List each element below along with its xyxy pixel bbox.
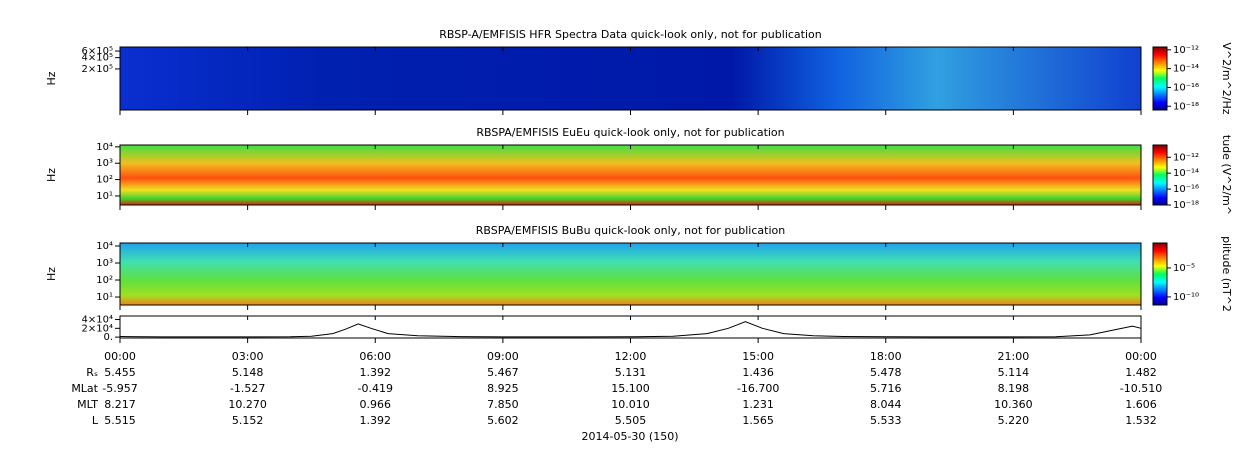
panel-title: RBSPA/EMFISIS BuBu quick-look only, not … (476, 224, 786, 237)
ephemeris-value: 5.152 (232, 414, 264, 427)
ephemeris-value: 1.565 (742, 414, 774, 427)
colorbar (1152, 242, 1168, 306)
plot-frame (119, 242, 1142, 306)
spectrogram-image (120, 145, 1141, 205)
ephemeris-value: 5.467 (487, 366, 519, 379)
time-label: 03:00 (232, 350, 264, 363)
ephemeris-value: 1.436 (742, 366, 774, 379)
line-series (119, 321, 1142, 338)
plot-frame (119, 315, 1142, 339)
ephemeris-value: -1.527 (230, 382, 265, 395)
ephemeris-value: 10.360 (994, 398, 1033, 411)
time-label: 15:00 (742, 350, 774, 363)
colorbar-label: plitude (nT^2 (1220, 236, 1233, 312)
ephemeris-value: 5.478 (870, 366, 902, 379)
colorbar-tick-label: 10⁻¹² (1173, 152, 1199, 163)
ephemeris-value: -16.700 (737, 382, 779, 395)
ephemeris-value: 5.455 (104, 366, 136, 379)
y-tick-label: 2×10⁴ (82, 323, 113, 334)
colorbar-tick-label: 10⁻⁵ (1173, 263, 1195, 274)
time-label: 00:00 (104, 350, 136, 363)
ephemeris-value: 0.966 (360, 398, 392, 411)
colorbar-label: V^2/m^2/Hz (1220, 42, 1233, 114)
ephemeris-value: 5.515 (104, 414, 136, 427)
y-axis-label: Hz (45, 71, 58, 85)
colorbar-tick-label: 10⁻¹⁸ (1173, 101, 1199, 112)
ephemeris-value: -5.957 (102, 382, 137, 395)
ephemeris-value: 10.270 (228, 398, 267, 411)
ephemeris-label: L (92, 414, 99, 427)
y-tick-label: 10⁴ (96, 142, 113, 153)
time-label: 06:00 (359, 350, 391, 363)
colorbar-label: tude (V^2/m^ (1220, 135, 1233, 215)
plot-frame (119, 46, 1142, 111)
y-tick-label: 4×10⁵ (82, 53, 113, 64)
plot-frame (119, 144, 1142, 206)
ephemeris-value: 5.602 (487, 414, 519, 427)
y-tick-label: 10¹ (96, 191, 113, 202)
ephemeris-value: 1.606 (1125, 398, 1157, 411)
date-label: 2014-05-30 (150) (581, 430, 678, 443)
ephemeris-label: MLT (77, 398, 98, 411)
y-axis-label: Hz (45, 168, 58, 182)
y-axis-label: Hz (45, 267, 58, 281)
colorbar-tick-label: 10⁻¹⁴ (1173, 64, 1199, 75)
colorbar (1152, 144, 1168, 206)
ephemeris-value: 8.044 (870, 398, 902, 411)
ephemeris-value: 1.532 (1125, 414, 1157, 427)
y-tick-label: 10⁴ (96, 241, 113, 252)
time-label: 00:00 (1125, 350, 1157, 363)
y-tick-label: 10³ (96, 158, 113, 169)
y-tick-label: 4×10⁴ (82, 315, 113, 326)
y-tick-label: 6×10⁵ (82, 46, 113, 57)
colorbar-tick-label: 10⁻¹⁰ (1173, 292, 1199, 303)
ephemeris-value: 1.392 (360, 414, 392, 427)
ephemeris-value: 1.482 (1125, 366, 1157, 379)
ephemeris-value: 5.148 (232, 366, 264, 379)
spectrogram-image (120, 243, 1141, 305)
ephemeris-value: 5.505 (615, 414, 647, 427)
colorbar-tick-label: 10⁻¹² (1173, 45, 1199, 56)
colorbar (1152, 46, 1168, 111)
ephemeris-value: 7.850 (487, 398, 519, 411)
y-tick-label: 10¹ (96, 292, 113, 303)
ephemeris-value: 1.231 (742, 398, 774, 411)
spectrogram-image (120, 47, 1141, 110)
ephemeris-label: MLat (71, 382, 98, 395)
panel-title: RBSPA/EMFISIS EuEu quick-look only, not … (476, 126, 784, 139)
ephemeris-value: -0.419 (358, 382, 393, 395)
ephemeris-value: 5.131 (615, 366, 647, 379)
ephemeris-value: 8.925 (487, 382, 519, 395)
colorbar-tick-label: 10⁻¹⁴ (1173, 168, 1199, 179)
panel-title: RBSP-A/EMFISIS HFR Spectra Data quick-lo… (439, 28, 822, 41)
ephemeris-value: 5.114 (998, 366, 1030, 379)
ephemeris-value: 5.533 (870, 414, 902, 427)
time-label: 12:00 (615, 350, 647, 363)
ephemeris-value: 15.100 (611, 382, 650, 395)
colorbar-tick-label: 10⁻¹⁶ (1173, 184, 1199, 195)
time-label: 18:00 (870, 350, 902, 363)
y-tick-label: 2×10⁵ (82, 64, 113, 75)
ephemeris-value: -10.510 (1120, 382, 1162, 395)
ephemeris-value: 10.010 (611, 398, 650, 411)
y-tick-label: 0. (103, 332, 113, 343)
ephemeris-value: 5.716 (870, 382, 902, 395)
y-tick-label: 10³ (96, 258, 113, 269)
time-label: 09:00 (487, 350, 519, 363)
colorbar-tick-label: 10⁻¹⁶ (1173, 82, 1199, 93)
ephemeris-value: 5.220 (998, 414, 1030, 427)
ephemeris-value: 8.198 (998, 382, 1030, 395)
y-tick-label: 10² (96, 275, 113, 286)
colorbar-tick-label: 10⁻¹⁸ (1173, 200, 1199, 211)
ephemeris-value: 1.392 (360, 366, 392, 379)
ephemeris-label: Rₛ (86, 366, 98, 379)
ephemeris-value: 8.217 (104, 398, 136, 411)
y-tick-label: 10² (96, 175, 113, 186)
time-label: 21:00 (998, 350, 1030, 363)
